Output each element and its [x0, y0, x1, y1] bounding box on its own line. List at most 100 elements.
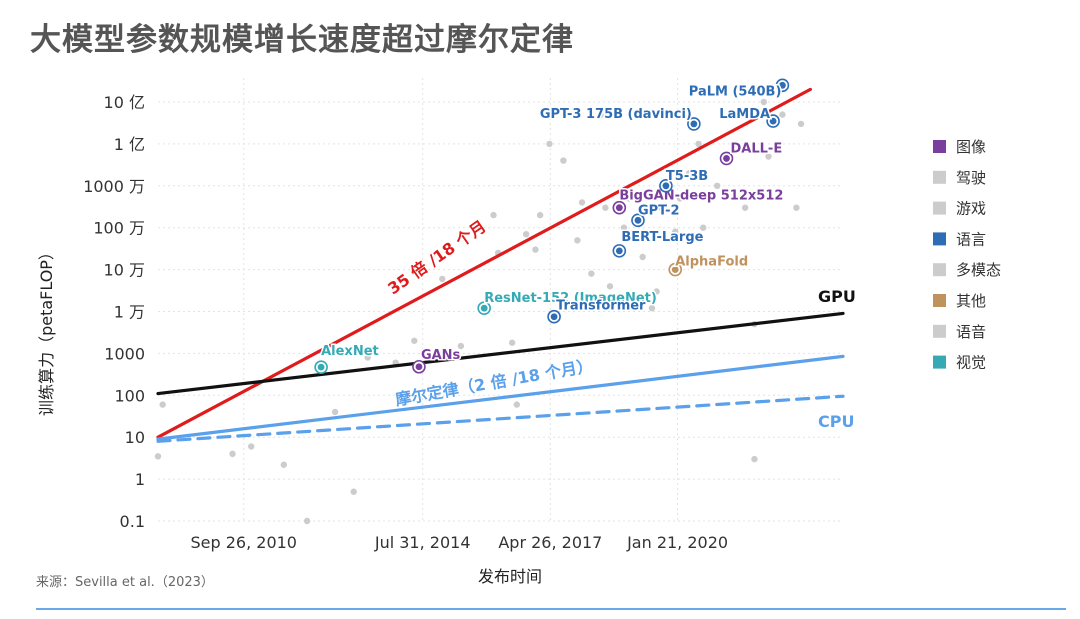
legend-entry: 图像	[933, 138, 986, 156]
point-dot	[723, 155, 730, 162]
legend-swatch	[933, 232, 946, 246]
point-label: ResNet-152 (ImageNet)	[484, 291, 657, 306]
background-point	[411, 337, 418, 344]
chart-title: 大模型参数规模增长速度超过摩尔定律	[30, 22, 574, 58]
x-tick-label: Jan 21, 2020	[626, 533, 728, 552]
legend-label: 多模态	[956, 261, 1001, 279]
background-point	[280, 461, 288, 468]
trend-line	[156, 87, 812, 439]
point-label: GANs	[421, 348, 461, 363]
background-point	[700, 224, 707, 231]
point-dot	[615, 204, 623, 212]
labeled-point: GPT-3 175B (davinci)	[538, 105, 701, 131]
background-point	[695, 140, 702, 148]
labeled-point: AlphaFold	[668, 253, 750, 277]
background-point	[303, 517, 311, 525]
y-tick-label: 10	[125, 428, 145, 447]
legend-label: 视觉	[956, 354, 986, 372]
background-point	[364, 354, 371, 361]
point-label: LaMDA	[719, 107, 770, 122]
y-tick-label: 100 万	[93, 219, 145, 238]
x-tick-label: Jul 31, 2014	[374, 533, 471, 552]
point-dot	[317, 363, 325, 371]
trend-line	[156, 354, 845, 441]
background-point	[457, 342, 465, 350]
background-point	[793, 204, 800, 211]
background-point	[513, 401, 521, 408]
trend-line-label: CPU	[818, 412, 854, 431]
x-axis-ticks: Sep 26, 2010 Jul 31, 2014 Apr 26, 2017 Jan …	[190, 533, 728, 552]
point-label: T5-3B	[666, 169, 708, 184]
background-point	[672, 228, 679, 235]
point-label: BERT-Large	[621, 230, 703, 245]
legend-swatch	[933, 355, 946, 369]
legend-swatch	[933, 201, 946, 215]
background-point	[159, 401, 166, 408]
background-point	[797, 120, 805, 128]
background-point	[532, 246, 539, 253]
background-point	[751, 455, 758, 463]
trend-line	[156, 311, 845, 396]
background-point	[597, 111, 604, 118]
legend-entry: 语音	[933, 323, 986, 341]
y-tick-label: 1 万	[114, 303, 145, 322]
y-tick-label: 1000	[104, 344, 145, 363]
trend-line	[156, 394, 845, 443]
x-tick-label: Sep 26, 2010	[190, 533, 297, 552]
background-point	[653, 288, 660, 295]
background-point	[606, 283, 614, 290]
point-dot	[550, 313, 558, 321]
labeled-point: LaMDA	[718, 106, 780, 128]
labeled-points: AlexNet GANs ResNet-152 (ImageNet)Transfor…	[314, 78, 790, 374]
background-point	[331, 408, 339, 416]
point-dot	[480, 304, 488, 312]
y-tick-label: 1000 万	[83, 177, 145, 196]
background-point	[247, 443, 255, 450]
y-tick-label: 100	[114, 386, 145, 405]
legend-entry: 视觉	[933, 354, 986, 372]
background-point	[648, 304, 656, 312]
labeled-point: BigGAN-deep 512x512	[612, 187, 785, 215]
background-point	[765, 153, 772, 160]
point-dot	[415, 363, 423, 371]
background-point	[154, 453, 162, 460]
labeled-point: PaLM (540B)	[687, 78, 790, 101]
point-label: DALL-E	[731, 141, 783, 156]
background-point	[676, 195, 684, 202]
y-tick-label: 1	[135, 470, 145, 489]
legend-swatch	[933, 170, 946, 184]
legend-swatch	[933, 140, 946, 153]
y-axis-label: 训练算力（petaFLOP）	[37, 244, 56, 416]
point-label: Transformer	[556, 299, 646, 314]
legend-label: 其他	[956, 292, 986, 310]
source-note: 来源：Sevilla et al.（2023）	[36, 575, 214, 590]
point-label: AlexNet	[321, 344, 379, 359]
point-label: GPT-3 175B (davinci)	[540, 107, 692, 122]
point-dot	[690, 120, 698, 128]
background-point	[686, 169, 693, 177]
background-point	[760, 98, 767, 106]
labeled-point: AlexNet	[314, 343, 380, 374]
grid	[158, 78, 843, 522]
x-axis-label: 发布时间	[478, 567, 542, 586]
background-point	[536, 211, 544, 219]
background-point	[574, 237, 581, 244]
background-point	[490, 211, 497, 219]
y-tick-label: 0.1	[120, 512, 145, 531]
point-label: GPT-2	[638, 203, 680, 218]
labeled-point: GPT-2	[631, 202, 681, 228]
background-point	[658, 204, 665, 211]
point-dot	[634, 216, 642, 224]
background-point	[625, 195, 632, 202]
legend-entry: 语言	[933, 230, 986, 248]
labeled-point: ResNet-152 (ImageNet)	[477, 290, 658, 315]
labeled-point: GANs	[412, 346, 462, 374]
legend-label: 语言	[956, 230, 986, 248]
legend-label: 图像	[956, 138, 986, 156]
background-point	[429, 354, 437, 361]
background-point	[779, 111, 786, 118]
legend-swatch	[933, 324, 946, 338]
point-dot	[671, 266, 679, 273]
y-axis-ticks: 0.1 1 10 100 1000 1 万 10 万 100 万 1000 万 1 亿 10 亿	[83, 93, 145, 531]
